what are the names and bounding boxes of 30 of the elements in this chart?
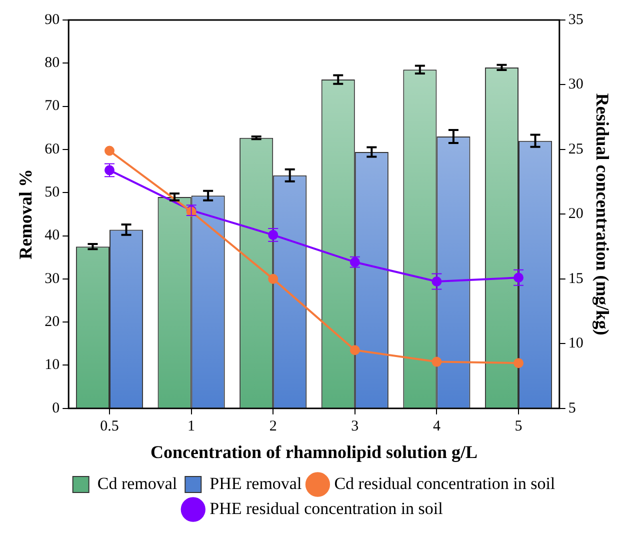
y-tick-label: 30 [44,270,60,287]
x-tick-label: 4 [432,418,441,434]
y-tick-label: 20 [44,314,60,330]
legend-label: Cd residual concentration in soil [334,474,556,493]
y2-axis-title: Residual concentration (mg/kg) [592,93,613,336]
y-tick-label: 40 [44,228,60,244]
legend-label: PHE removal [210,474,302,493]
y2-tick-label: 20 [568,206,584,222]
y-tick-label: 80 [44,55,60,72]
y2-tick-label: 30 [568,76,584,93]
x-tick-label: 2 [269,418,277,434]
y-tick-label: 70 [44,98,60,114]
y-tick-label: 90 [44,12,60,28]
x-axis-title: Concentration of rhamnolipid solution g/L [150,442,478,462]
x-tick-label: 0.5 [100,418,119,434]
y-tick-label: 10 [44,357,60,374]
y-axis-title: Removal % [15,168,36,260]
legend-label: PHE residual concentration in soil [210,498,444,518]
y2-tick-label: 15 [568,270,584,287]
y2-tick-label: 5 [568,400,576,416]
y2-tick-label: 35 [568,12,584,28]
legend-label: Cd removal [97,474,178,493]
x-tick-label: 1 [188,418,196,434]
x-tick-label: 3 [351,418,359,434]
y-tick-label: 50 [44,184,60,201]
y-tick-label: 60 [44,141,60,158]
y2-tick-label: 25 [568,141,584,158]
x-tick-label: 5 [514,418,522,434]
y-tick-label: 0 [52,400,60,416]
y2-tick-label: 10 [568,336,584,352]
